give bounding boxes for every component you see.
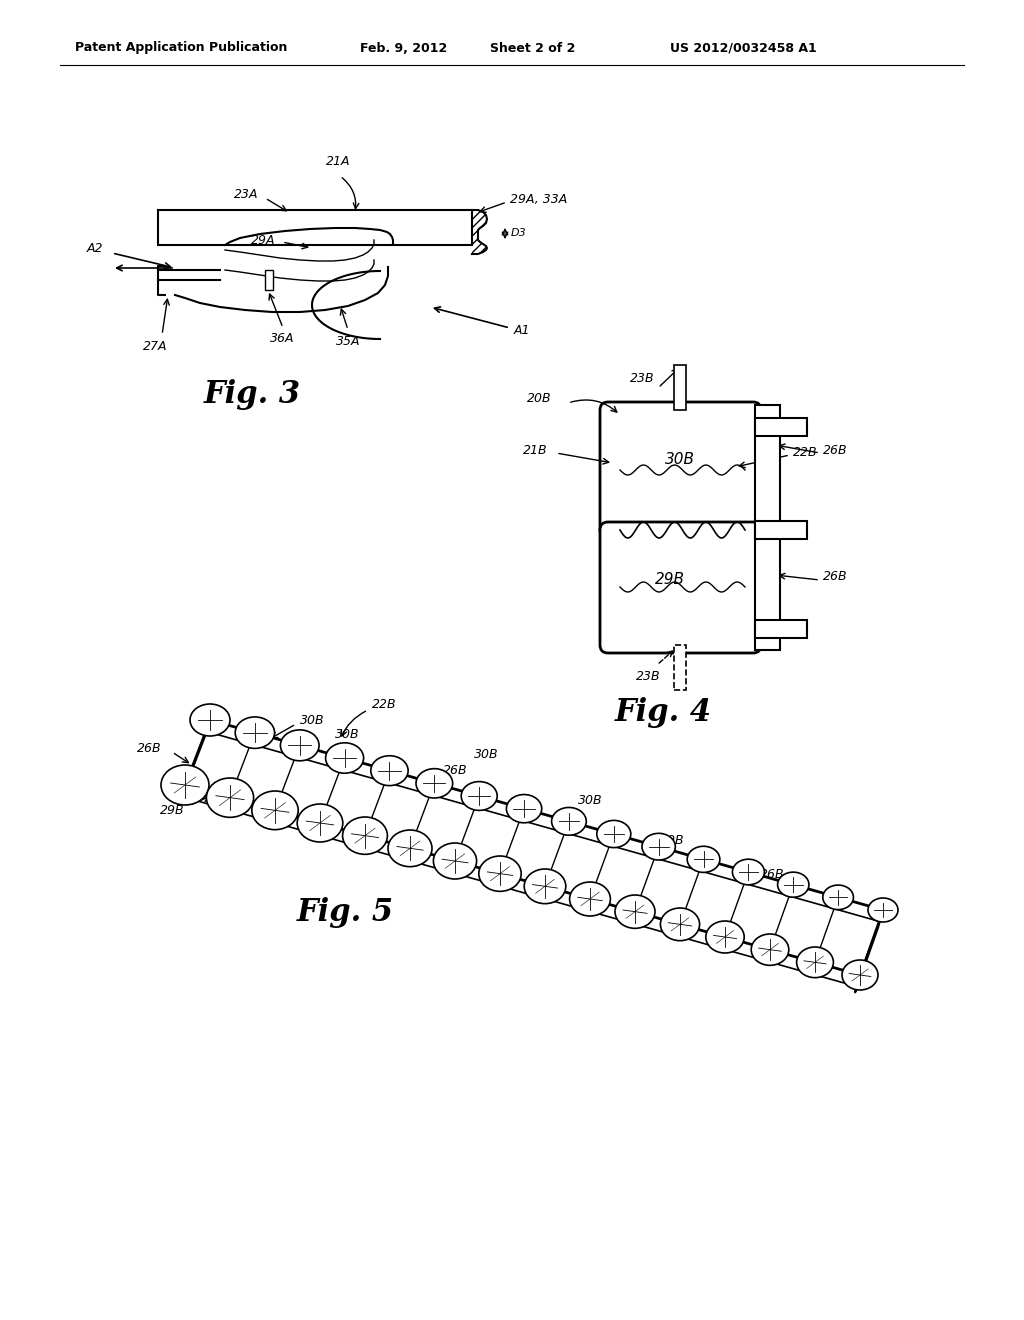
Ellipse shape [706,921,744,953]
Text: Fig. 3: Fig. 3 [204,380,301,411]
Bar [265,271,273,290]
Ellipse shape [461,781,498,810]
Text: D3: D3 [511,228,526,238]
Bar [755,405,780,649]
Text: 29A, 33A: 29A, 33A [510,194,567,206]
Text: 22B: 22B [372,698,396,711]
Text: 26B: 26B [760,869,784,882]
Ellipse shape [842,960,878,990]
Ellipse shape [416,768,453,799]
Ellipse shape [281,730,319,760]
Bar [674,366,686,411]
Bar [265,271,273,290]
Text: 26B: 26B [823,444,848,457]
Ellipse shape [207,777,254,817]
Ellipse shape [524,869,566,904]
Text: 29A: 29A [251,234,275,247]
Text: US 2012/0032458 A1: US 2012/0032458 A1 [670,41,817,54]
Ellipse shape [388,830,432,867]
Text: A2: A2 [87,242,103,255]
Text: 23A: 23A [233,187,258,201]
FancyBboxPatch shape [600,521,761,653]
Text: Sheet 2 of 2: Sheet 2 of 2 [490,41,575,54]
Text: 30B: 30B [665,453,695,467]
Bar [158,210,472,246]
Bar [674,366,686,411]
Ellipse shape [236,717,274,748]
Ellipse shape [552,808,587,836]
Ellipse shape [252,791,298,830]
Text: 26B: 26B [823,570,848,583]
Text: Fig. 4: Fig. 4 [614,697,712,727]
Ellipse shape [479,855,521,891]
FancyBboxPatch shape [600,403,761,539]
Bar [755,620,807,638]
Bar [755,521,807,539]
Ellipse shape [433,843,476,879]
Ellipse shape [326,743,364,774]
Text: Fig. 5: Fig. 5 [296,896,393,928]
Bar [674,645,686,690]
Text: 22B: 22B [793,446,817,458]
Text: 20B: 20B [527,392,552,404]
Ellipse shape [642,833,676,861]
Bar [755,418,807,436]
Text: 30B: 30B [474,748,499,762]
Ellipse shape [190,704,230,737]
Text: 29B: 29B [655,572,685,586]
Bar [674,645,686,690]
Ellipse shape [660,908,699,941]
Text: Feb. 9, 2012: Feb. 9, 2012 [360,41,447,54]
Ellipse shape [797,946,834,978]
Ellipse shape [343,817,387,854]
Bar [158,210,472,246]
Ellipse shape [507,795,542,822]
Text: 30B: 30B [300,714,325,726]
Ellipse shape [371,756,409,785]
Text: A1: A1 [514,323,530,337]
Ellipse shape [732,859,764,884]
Ellipse shape [777,873,809,898]
Ellipse shape [597,821,631,847]
Ellipse shape [569,882,610,916]
Text: 36A: 36A [269,333,294,345]
Ellipse shape [868,898,898,921]
Text: 30B: 30B [660,833,685,846]
Text: 21B: 21B [523,444,548,457]
Text: Patent Application Publication: Patent Application Publication [75,41,288,54]
Text: 35A: 35A [336,335,360,348]
Text: 23B: 23B [631,372,655,385]
Ellipse shape [823,886,853,909]
Text: 21A: 21A [326,154,350,168]
Ellipse shape [161,766,209,805]
Text: 30B: 30B [335,729,359,742]
Ellipse shape [752,935,788,965]
Ellipse shape [615,895,655,928]
Ellipse shape [687,846,720,873]
Ellipse shape [297,804,343,842]
Text: 26B: 26B [443,763,468,776]
Text: 30B: 30B [578,793,603,807]
Text: 23B: 23B [636,671,660,682]
Bar [755,405,780,649]
Text: 27A: 27A [142,341,167,352]
Text: 29B: 29B [161,804,185,817]
Text: 26B: 26B [137,742,162,755]
